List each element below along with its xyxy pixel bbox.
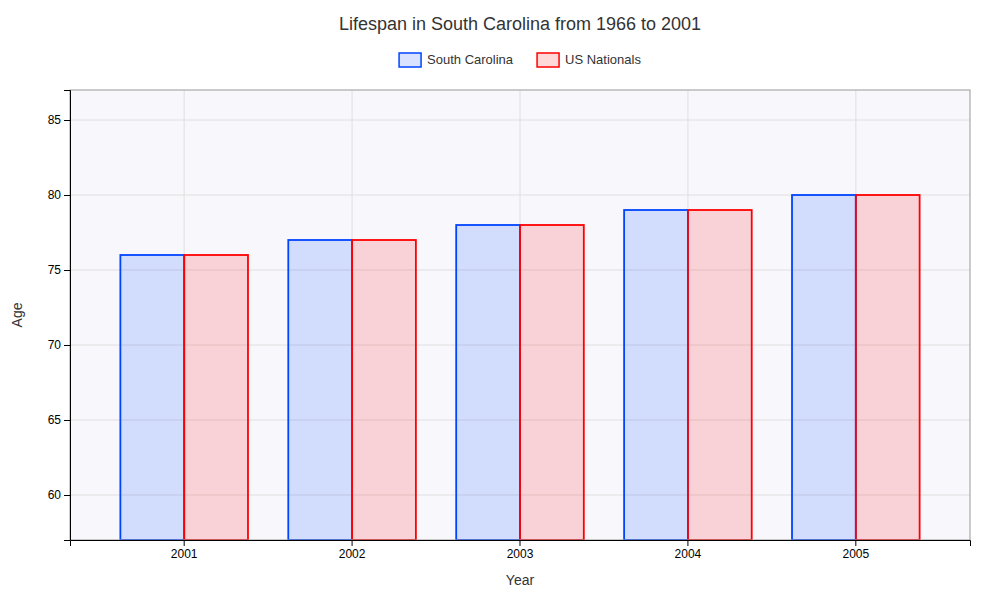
- y-axis: 60 65 70 75 80 85: [48, 91, 71, 541]
- bars: [120, 195, 919, 540]
- x-tick: 2003: [507, 540, 534, 561]
- y-tick-mark: [64, 345, 70, 346]
- legend: South Carolina US Nationals: [399, 52, 641, 67]
- y-tick-mark: [64, 420, 70, 421]
- x-tick: 2005: [842, 540, 869, 561]
- title: Lifespan in South Carolina from 1966 to …: [339, 14, 701, 34]
- legend-item: South Carolina: [399, 52, 514, 67]
- bar: [856, 195, 920, 540]
- x-axis-title: Year: [506, 572, 535, 588]
- chart: 2001 2002 2003 2004 2005 60 65 70 75 80 85 Year Age L…: [0, 0, 1000, 600]
- plot-frame: [70, 90, 970, 540]
- bar: [352, 240, 416, 540]
- x-axis: 2001 2002 2003 2004 2005: [71, 540, 971, 561]
- y-tick: 65: [48, 413, 70, 427]
- y-tick-label: 85: [48, 113, 62, 127]
- y-tick-mark: [64, 120, 70, 121]
- y-tick-mark: [64, 195, 70, 196]
- legend-label: South Carolina: [427, 52, 514, 67]
- y-tick-mark: [64, 270, 70, 271]
- x-tick: 2001: [171, 540, 198, 561]
- x-tick-label: 2001: [171, 547, 198, 561]
- y-tick: 85: [48, 113, 70, 127]
- bar: [792, 195, 856, 540]
- y-tick-mark: [64, 495, 70, 496]
- x-axis-line: [71, 541, 971, 547]
- plot-background: [70, 90, 970, 540]
- x-tick-mark: [855, 540, 856, 546]
- grid: [70, 90, 970, 540]
- x-tick-label: 2005: [842, 547, 869, 561]
- bar: [520, 225, 584, 540]
- legend-label: US Nationals: [565, 52, 641, 67]
- y-tick-label: 70: [48, 338, 62, 352]
- y-tick-label: 80: [48, 188, 62, 202]
- y-axis-line: [64, 91, 71, 541]
- x-tick-mark: [687, 540, 688, 546]
- x-tick: 2002: [339, 540, 366, 561]
- x-tick-label: 2004: [675, 547, 702, 561]
- legend-swatch: [399, 53, 421, 67]
- plot: 2001 2002 2003 2004 2005 60 65 70 75 80 85: [48, 90, 971, 561]
- y-tick-label: 75: [48, 263, 62, 277]
- y-tick-label: 60: [48, 488, 62, 502]
- y-tick: 70: [48, 338, 70, 352]
- x-tick-mark: [520, 540, 521, 546]
- y-tick: 75: [48, 263, 70, 277]
- legend-swatch: [537, 53, 559, 67]
- bar: [184, 255, 248, 540]
- y-axis-title: Age: [9, 302, 25, 327]
- x-tick-label: 2003: [507, 547, 534, 561]
- y-tick: 80: [48, 188, 70, 202]
- x-tick: 2004: [675, 540, 702, 561]
- bar: [456, 225, 520, 540]
- y-tick: 60: [48, 488, 70, 502]
- bar: [120, 255, 184, 540]
- series: [184, 195, 919, 540]
- series: [120, 195, 855, 540]
- x-tick-label: 2002: [339, 547, 366, 561]
- bar: [288, 240, 352, 540]
- x-tick-mark: [352, 540, 353, 546]
- bar: [688, 210, 752, 540]
- bar: [624, 210, 688, 540]
- x-tick-mark: [184, 540, 185, 546]
- legend-item: US Nationals: [537, 52, 641, 67]
- y-tick-label: 65: [48, 413, 62, 427]
